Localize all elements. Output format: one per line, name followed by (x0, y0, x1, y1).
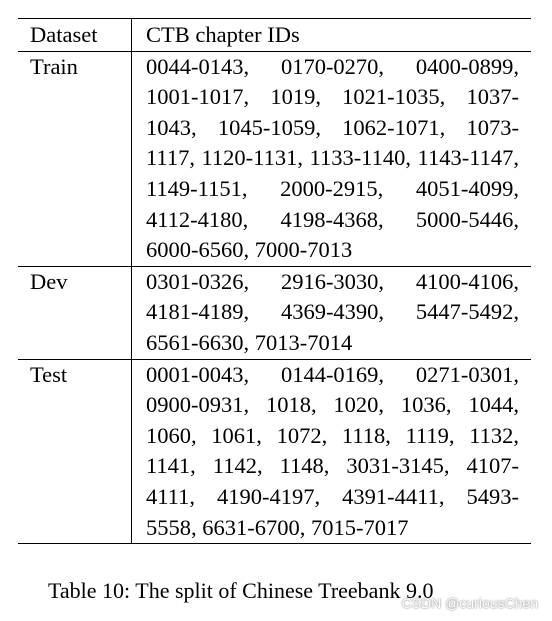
dataset-cell-train: Train (18, 51, 132, 267)
dataset-cell-dev: Dev (18, 266, 132, 360)
dataset-cell-test: Test (18, 359, 132, 545)
chapter-ids-cell-train: 0044-0143, 0170-0270, 0400-0899, 1001-10… (131, 51, 531, 267)
chapter-ids-cell-test: 0001-0043, 0144-0169, 0271-0301, 0900-09… (131, 359, 531, 545)
table-row-train: Train 0044-0143, 0170-0270, 0400-0899, 1… (18, 51, 531, 267)
table-caption: Table 10: The split of Chinese Treebank … (48, 578, 434, 603)
ctb-split-table: Dataset CTB chapter IDs Train 0044-0143,… (18, 18, 531, 545)
header-ctb-chapter-ids: CTB chapter IDs (131, 18, 531, 52)
chapter-ids-cell-dev: 0301-0326, 2916-3030, 4100-4106, 4181-41… (131, 266, 531, 360)
table-header-row: Dataset CTB chapter IDs (18, 18, 531, 52)
table-row-dev: Dev 0301-0326, 2916-3030, 4100-4106, 418… (18, 266, 531, 360)
table-row-test: Test 0001-0043, 0144-0169, 0271-0301, 09… (18, 359, 531, 545)
header-dataset: Dataset (18, 18, 132, 52)
watermark: CSDN @curiousChen (401, 595, 538, 611)
